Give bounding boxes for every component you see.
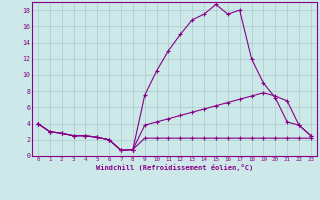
X-axis label: Windchill (Refroidissement éolien,°C): Windchill (Refroidissement éolien,°C) bbox=[96, 164, 253, 171]
